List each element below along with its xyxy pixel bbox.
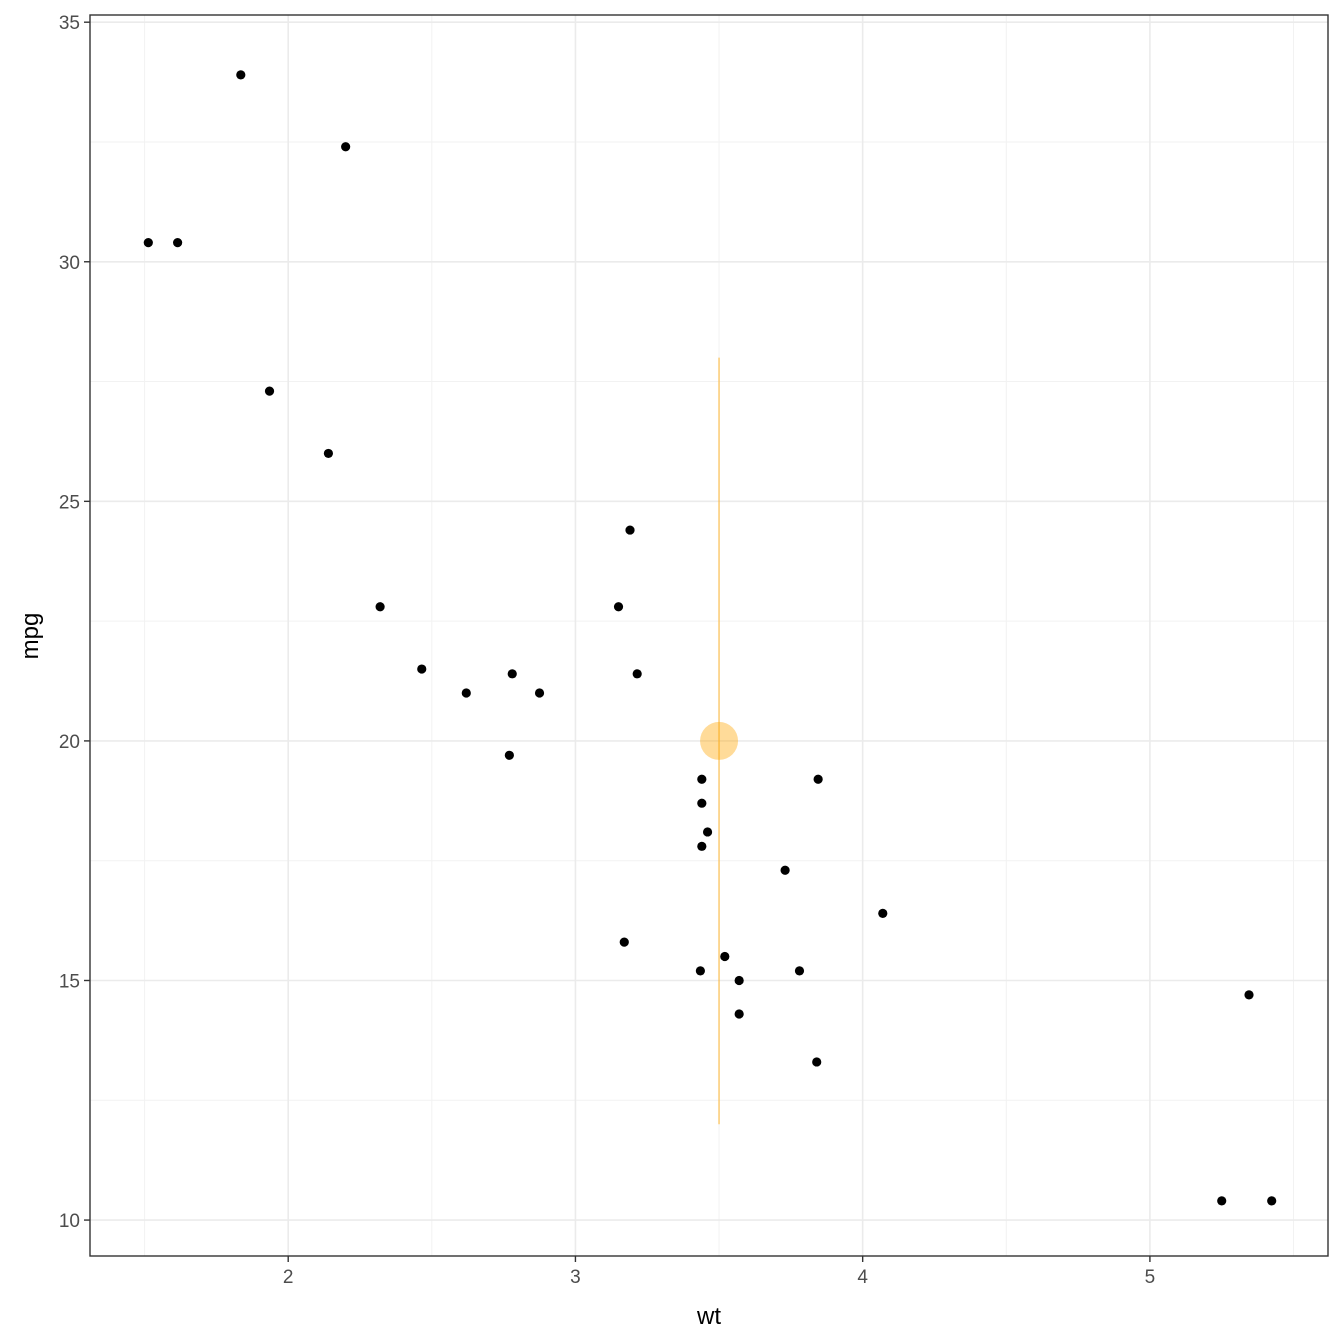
annotation-layer <box>700 357 739 1125</box>
data-point <box>236 70 246 80</box>
data-point <box>504 750 514 760</box>
data-point <box>697 798 707 808</box>
data-point <box>625 525 635 535</box>
data-point <box>780 865 790 875</box>
y-tick-label: 30 <box>59 253 80 274</box>
data-point <box>1267 1196 1277 1206</box>
data-point <box>734 975 744 986</box>
plot-background <box>90 15 1328 1256</box>
y-tick-label: 15 <box>59 971 80 992</box>
annotation-point <box>700 721 739 760</box>
data-point <box>613 602 624 612</box>
data-point <box>734 1009 744 1019</box>
data-point <box>1217 1196 1227 1206</box>
x-tick-label: 5 <box>1145 1267 1156 1288</box>
x-axis: 2 3 4 5 <box>283 1256 1155 1288</box>
data-point <box>812 1057 822 1067</box>
data-point <box>143 237 153 248</box>
data-point <box>1244 990 1254 1000</box>
x-tick-label: 3 <box>570 1267 581 1288</box>
x-tick-label: 2 <box>283 1267 294 1288</box>
data-point <box>375 602 385 612</box>
data-point <box>878 908 888 919</box>
y-tick-label: 25 <box>59 492 80 513</box>
data-point <box>323 448 334 459</box>
plot-border <box>89 14 1329 1257</box>
data-point <box>173 237 183 248</box>
data-point <box>720 951 730 962</box>
grid-minor <box>90 15 1328 1256</box>
y-axis-title: mpg <box>17 613 44 660</box>
data-point <box>813 774 823 784</box>
y-axis: 10 15 20 25 30 35 <box>59 13 90 1232</box>
y-tick-label: 10 <box>59 1211 80 1232</box>
x-axis-title: wt <box>696 1303 721 1330</box>
data-point <box>794 966 805 976</box>
data-point <box>619 937 629 947</box>
points-layer <box>143 70 1277 1206</box>
y-tick-label: 20 <box>59 732 80 753</box>
data-point <box>632 669 642 679</box>
data-point <box>534 688 545 698</box>
x-tick-label: 4 <box>857 1267 868 1288</box>
data-point <box>697 841 707 851</box>
data-point <box>702 827 713 837</box>
grid-major <box>90 15 1328 1256</box>
data-point <box>461 688 471 698</box>
data-point <box>697 774 707 784</box>
data-point <box>341 142 351 152</box>
data-point <box>264 386 275 396</box>
data-point <box>507 669 517 679</box>
data-point <box>695 966 705 976</box>
y-tick-label: 35 <box>59 13 80 34</box>
data-point <box>417 664 427 674</box>
